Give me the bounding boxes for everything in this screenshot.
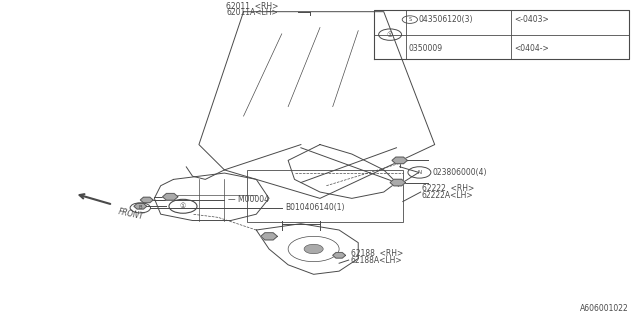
Text: 023806000(4): 023806000(4) — [432, 168, 486, 177]
Text: 62011A<LH>: 62011A<LH> — [227, 8, 278, 17]
Text: B010406140(1): B010406140(1) — [285, 204, 344, 212]
Polygon shape — [333, 252, 346, 258]
Polygon shape — [134, 204, 147, 209]
Text: 0350009: 0350009 — [408, 44, 443, 52]
Text: <0404->: <0404-> — [515, 44, 549, 52]
Text: 62188  <RH>: 62188 <RH> — [351, 249, 403, 258]
Text: A606001022: A606001022 — [580, 304, 629, 313]
Text: ①: ① — [387, 32, 393, 38]
Text: — M00004: — M00004 — [228, 196, 269, 204]
Text: 62011  <RH>: 62011 <RH> — [227, 3, 278, 12]
Text: 62222A<LH>: 62222A<LH> — [422, 191, 474, 200]
Polygon shape — [390, 179, 405, 186]
Text: ①: ① — [180, 203, 186, 209]
Polygon shape — [260, 233, 277, 240]
Polygon shape — [392, 157, 407, 164]
Text: 62188A<LH>: 62188A<LH> — [351, 256, 402, 265]
Text: 62222  <RH>: 62222 <RH> — [422, 184, 474, 193]
Text: 043506120(3): 043506120(3) — [419, 15, 473, 24]
Polygon shape — [140, 197, 153, 203]
Text: B: B — [138, 205, 142, 210]
Text: N: N — [417, 170, 422, 175]
Text: S: S — [408, 17, 412, 22]
Polygon shape — [163, 194, 178, 200]
Text: <-0403>: <-0403> — [515, 15, 549, 24]
Text: FRONT: FRONT — [117, 207, 145, 221]
Circle shape — [304, 244, 323, 254]
